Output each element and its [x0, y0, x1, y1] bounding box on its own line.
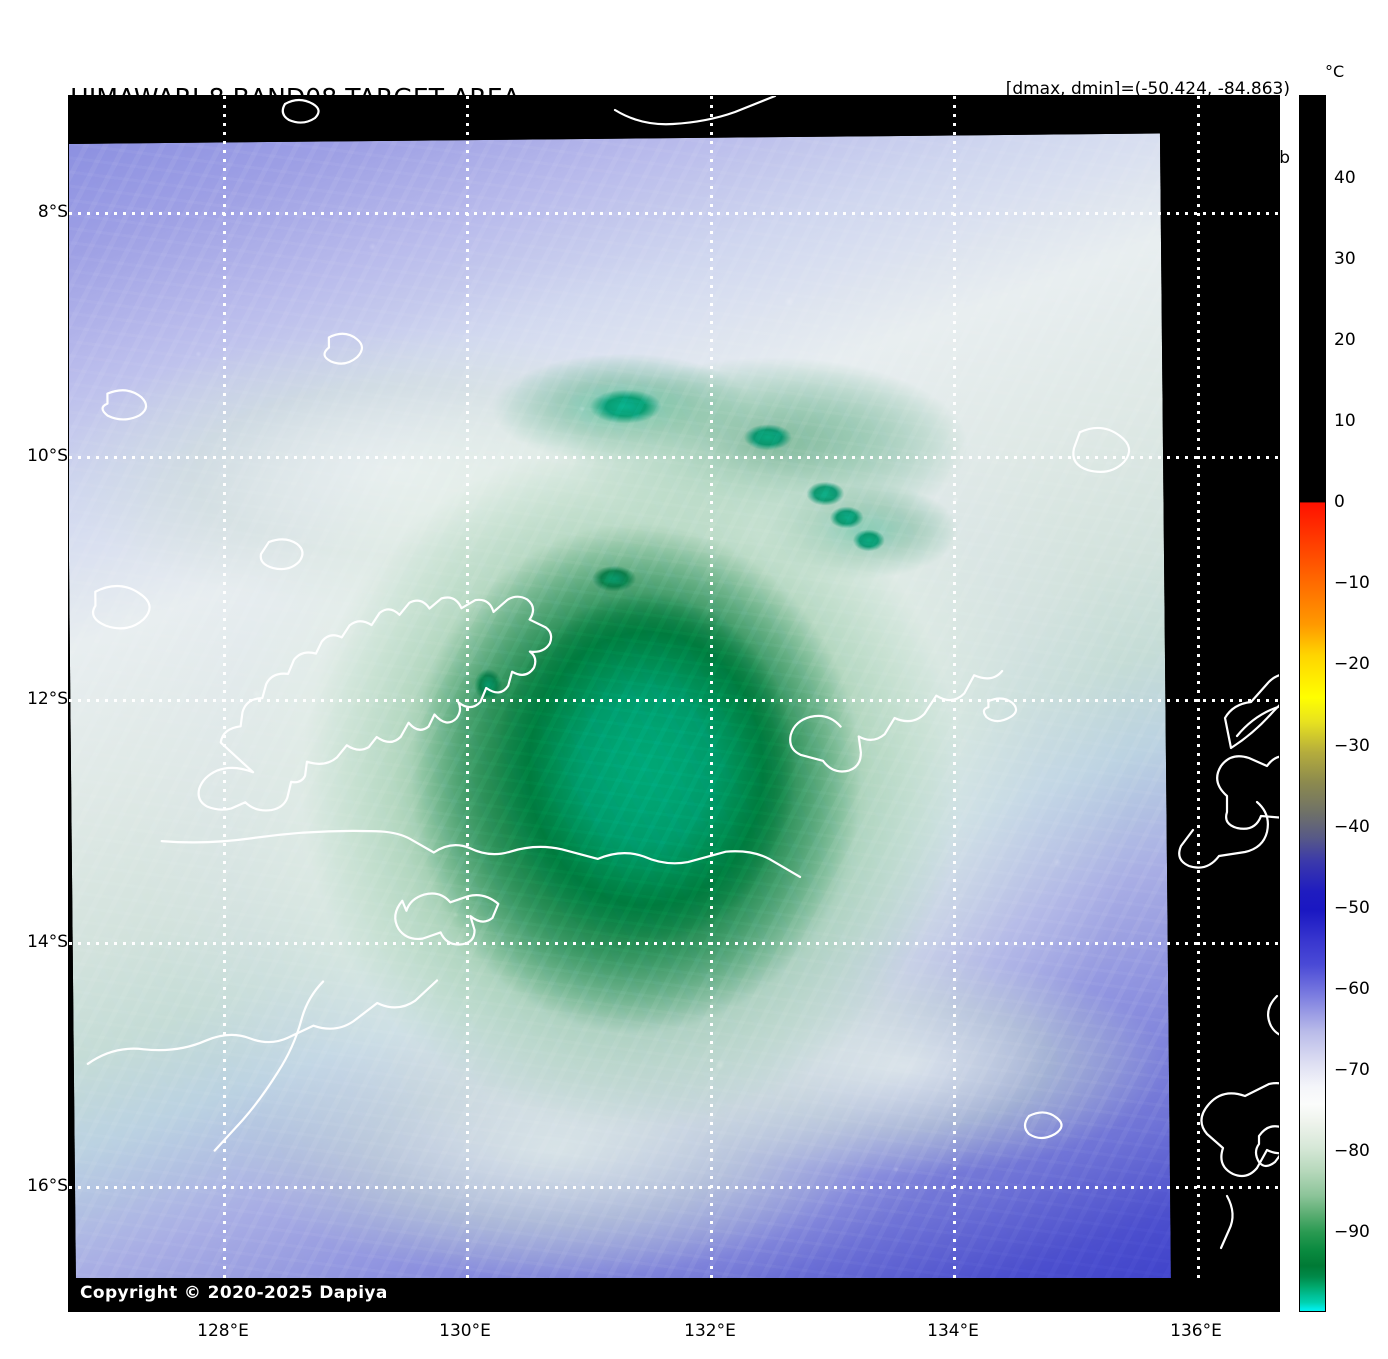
colorbar-units-label: °C [1325, 62, 1345, 81]
graticule-lon-136E [1197, 96, 1200, 1311]
colorbar-tick-m60: −60 [1334, 979, 1370, 999]
colorbar-tick-10: 10 [1334, 411, 1356, 431]
dmax-dmin-text: [dmax, dmin]=(-50.424, -84.863) [1005, 79, 1290, 99]
colorbar-tick-m70: −70 [1334, 1060, 1370, 1080]
lat-tick-10S: 10°S [27, 446, 68, 466]
satellite-swath-clip [69, 96, 1279, 1311]
colorbar-tick-m10: −10 [1334, 573, 1370, 593]
lon-tick-134E: 134°E [927, 1321, 979, 1341]
colorbar-tick-40: 40 [1334, 168, 1356, 188]
lon-tick-136E: 136°E [1170, 1321, 1222, 1341]
colorbar-tick-m90: −90 [1334, 1222, 1370, 1242]
lat-tick-12S: 12°S [27, 689, 68, 709]
lat-tick-8S: 8°S [37, 202, 68, 222]
satellite-swath [69, 133, 1172, 1311]
graticule-lat-8S [69, 212, 1279, 215]
copyright-band: Copyright © 2020-2025 Dapiya [69, 1278, 1279, 1311]
satellite-image-plot[interactable]: Copyright © 2020-2025 Dapiya [68, 95, 1280, 1312]
graticule-lat-14S [69, 942, 1279, 945]
colorbar-tick-m30: −30 [1334, 736, 1370, 756]
colorbar-gradient [1300, 96, 1325, 1311]
colorbar-tick-30: 30 [1334, 249, 1356, 269]
colorbar-tick-m80: −80 [1334, 1141, 1370, 1161]
lon-tick-128E: 128°E [197, 1321, 249, 1341]
copyright-text: Copyright © 2020-2025 Dapiya [80, 1283, 388, 1303]
colorbar-tick-0: 0 [1334, 492, 1345, 512]
graticule-lat-16S [69, 1186, 1279, 1189]
colorbar-tick-m50: −50 [1334, 898, 1370, 918]
temperature-colorbar[interactable] [1299, 95, 1326, 1312]
colorbar-tick-20: 20 [1334, 330, 1356, 350]
graticule-lat-10S [69, 456, 1279, 459]
graticule-lon-132E [710, 96, 713, 1311]
colorbar-tick-m20: −20 [1334, 654, 1370, 674]
colorbar-tick-m40: −40 [1334, 817, 1370, 837]
lon-tick-130E: 130°E [439, 1321, 491, 1341]
graticule-lon-128E [223, 96, 226, 1311]
lon-tick-132E: 132°E [684, 1321, 736, 1341]
graticule-lon-134E [953, 96, 956, 1311]
lat-tick-16S: 16°S [27, 1176, 68, 1196]
graticule-lat-12S [69, 699, 1279, 702]
coastline-overlay-light [86, 332, 1131, 1152]
graticule-lon-130E [466, 96, 469, 1311]
lat-tick-14S: 14°S [27, 932, 68, 952]
